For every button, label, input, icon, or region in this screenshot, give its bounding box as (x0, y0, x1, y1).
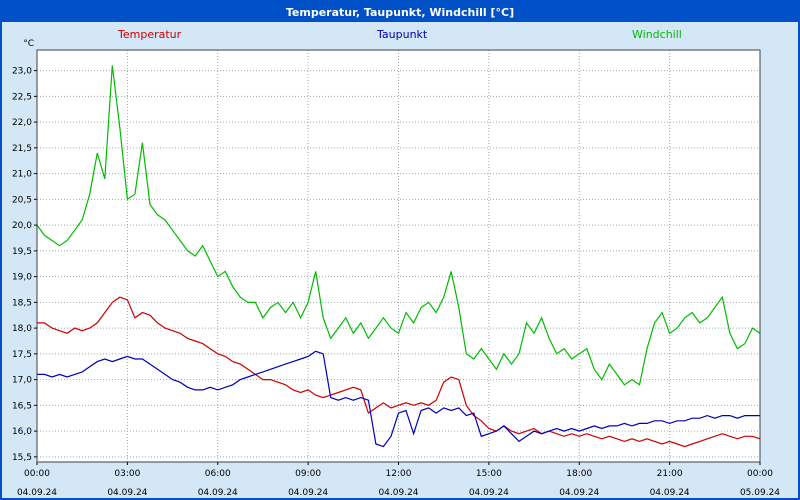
taupunkt-line (37, 350, 760, 448)
x-date-label: 04.09.24 (559, 488, 599, 498)
x-tick-label: 09:00 (295, 469, 321, 479)
y-tick-label: 18,5 (12, 298, 32, 308)
y-tick-label: 21,5 (12, 144, 32, 154)
y-tick-label: 22,0 (12, 118, 32, 128)
y-tick-label: 16,0 (12, 427, 32, 437)
x-date-label: 04.09.24 (198, 488, 238, 498)
title-bar: Temperatur, Taupunkt, Windchill [°C] (2, 2, 798, 22)
x-tick-label: 18:00 (566, 469, 592, 479)
legend-temperatur: Temperatur (118, 28, 182, 41)
y-tick-label: 23,0 (12, 67, 32, 77)
chart-plot: °C 23,0 22,5 22,0 21,5 21,0 20,5 20,0 19,5 19,0 18… (12, 39, 780, 498)
x-tick-label: 12:00 (386, 469, 412, 479)
x-tick-label: 00:00 (747, 469, 773, 479)
x-tick-label: 15:00 (476, 469, 502, 479)
y-tick-label: 20,0 (12, 221, 32, 231)
x-tick-label: 00:00 (24, 469, 50, 479)
x-date-label: 04.09.24 (17, 488, 57, 498)
y-tick-label: 19,5 (12, 247, 32, 257)
chart-title: Temperatur, Taupunkt, Windchill [°C] (285, 5, 515, 19)
x-date-label: 04.09.24 (288, 488, 328, 498)
y-tick-label: 21,0 (12, 170, 32, 180)
windchill-line (36, 65, 761, 386)
y-tick-label: 19,0 (12, 273, 32, 283)
y-tick-label: 17,0 (12, 376, 32, 386)
legend: Temperatur Taupunkt Windchill (2, 28, 798, 42)
y-tick-label: 16,5 (12, 401, 32, 411)
y-tick-label: 15,5 (12, 453, 32, 463)
x-tick-label: 03:00 (114, 469, 140, 479)
x-date-label: 04.09.24 (107, 488, 147, 498)
y-axis-unit: °C (23, 39, 34, 49)
legend-taupunkt: Taupunkt (377, 28, 428, 41)
x-tick-label: 06:00 (205, 469, 231, 479)
x-date-label: 05.09.24 (740, 488, 780, 498)
x-date-label: 04.09.24 (469, 488, 509, 498)
x-date-label: 04.09.24 (650, 488, 690, 498)
x-date-label: 04.09.24 (378, 488, 418, 498)
y-tick-label: 20,5 (12, 195, 32, 205)
y-tick-label: 17,5 (12, 350, 32, 360)
x-tick-label: 21:00 (657, 469, 683, 479)
legend-windchill: Windchill (632, 28, 682, 41)
y-tick-label: 22,5 (12, 92, 32, 102)
y-tick-label: 18,0 (12, 324, 32, 334)
temperatur-line (37, 296, 761, 448)
